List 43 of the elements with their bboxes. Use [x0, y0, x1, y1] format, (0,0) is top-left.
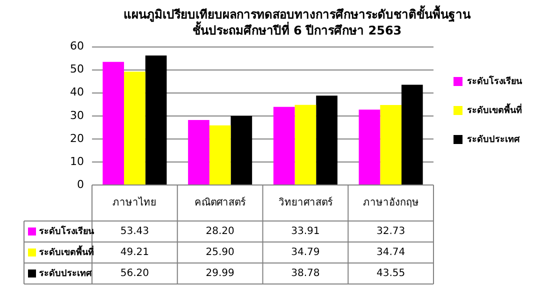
text: ระดับประเทศ — [39, 268, 92, 279]
data-label: 53.43 — [120, 226, 150, 238]
data-label: 49.21 — [120, 247, 150, 258]
y-tick-label: 0 — [76, 178, 84, 191]
legend-label: ระดับประเทศ — [467, 134, 520, 145]
y-tick-label: 60 — [70, 40, 84, 53]
data-label: 34.74 — [376, 247, 406, 258]
bar — [230, 116, 252, 184]
x-tick-label: ภาษาอังกฤษ — [362, 198, 419, 209]
bar — [294, 104, 316, 184]
text: ระดับโรงเรียน — [467, 76, 522, 87]
y-tick-label: 50 — [70, 62, 84, 76]
x-tick-label: วิทยาศาสตร์ — [278, 196, 334, 209]
data-label: 33.91 — [291, 226, 320, 238]
bar — [188, 120, 210, 184]
data-label: 32.73 — [376, 226, 406, 238]
data-label: 43.55 — [376, 268, 406, 280]
bar — [401, 84, 423, 184]
bar — [316, 96, 338, 184]
bar — [145, 56, 167, 184]
y-tick-label: 30 — [70, 108, 84, 122]
legend-label: ระดับเขตพื้นที่ — [467, 102, 522, 116]
legend-label: ระดับโรงเรียน — [39, 224, 95, 237]
bar — [102, 62, 124, 184]
bar — [124, 72, 146, 184]
bar — [209, 125, 231, 184]
chart-subtitle: ชั้นประถมศึกษาปีที่ 6 ปีการศึกษา 2563 — [192, 20, 402, 38]
bar — [273, 106, 295, 184]
chart-title: แผนภูมิเปรียบเทียบผลการทดสอบทางการศึกษาระดับชาติขั้นพื้นฐาน — [124, 4, 472, 22]
y-tick-label: 20 — [70, 132, 84, 145]
y-tick-label: 40 — [70, 86, 84, 99]
data-label: 29.99 — [206, 268, 234, 280]
x-tick-label: คณิตศาสตร์ — [194, 196, 247, 209]
bar — [358, 110, 380, 184]
data-label: 34.79 — [291, 247, 320, 258]
data-label: 25.90 — [206, 247, 234, 258]
text: ระดับเขตพื้นที่ — [39, 248, 94, 258]
x-tick-label: ภาษาไทย — [112, 196, 157, 209]
data-label: 28.20 — [206, 226, 234, 238]
y-tick-label: 10 — [70, 154, 84, 168]
data-label: 56.20 — [120, 268, 150, 280]
data-label: 38.78 — [291, 268, 320, 280]
bar — [380, 104, 402, 184]
